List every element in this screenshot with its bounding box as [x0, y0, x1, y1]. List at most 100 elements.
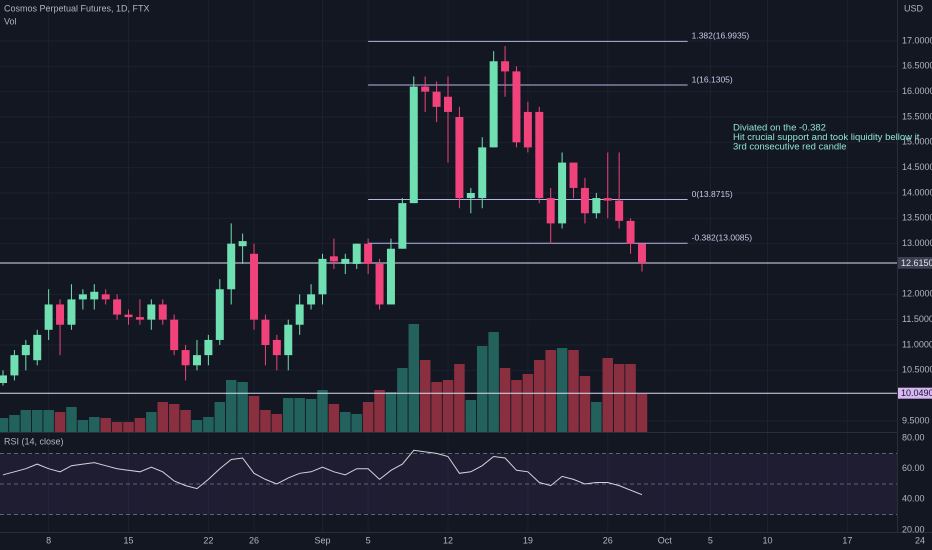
candle-body	[592, 198, 601, 214]
candle-body	[580, 187, 589, 214]
volume-bar	[66, 407, 77, 432]
candle-body	[78, 294, 87, 300]
volume-bar	[591, 402, 602, 432]
candle-body	[284, 324, 293, 356]
candle-body	[546, 198, 555, 224]
y-tick-label: 9.5000	[902, 415, 930, 425]
annotation: Diviated on the -0.382	[733, 123, 826, 134]
x-tick-label: 5	[708, 535, 713, 545]
volume-bar	[579, 376, 591, 432]
volume-bar	[9, 415, 20, 432]
x-tick-label: 8	[46, 535, 51, 545]
candle-body	[135, 317, 144, 320]
candle-body	[0, 375, 7, 384]
volume-bar	[362, 402, 374, 432]
volume-bar	[20, 410, 32, 432]
volume-bar	[191, 420, 203, 432]
y-tick-label: 14.0000	[902, 187, 932, 197]
candle-body	[444, 96, 452, 112]
candle-body	[501, 61, 510, 72]
candle-body	[56, 304, 65, 325]
candle-body	[250, 253, 259, 320]
candle-body	[101, 294, 110, 300]
candle-body	[158, 304, 167, 320]
x-tick-label: 26	[603, 535, 613, 545]
y-tick-label: 16.5000	[902, 61, 932, 71]
volume-bar	[556, 348, 568, 432]
volume-bar	[408, 324, 420, 432]
volume-bar	[419, 360, 431, 432]
annotation: Hit crucial support and took liquidity b…	[733, 132, 920, 143]
volume-bar	[100, 418, 111, 432]
candle-body	[352, 243, 361, 264]
volume-bar	[442, 380, 454, 432]
candle-body	[181, 350, 190, 366]
candle-body	[626, 220, 635, 244]
volume-bar	[351, 414, 362, 432]
volume-bar	[511, 380, 522, 432]
unit-label: USD	[904, 3, 924, 13]
volume-bar	[534, 360, 545, 432]
volume-bar	[294, 398, 305, 432]
y-tick-label: 11.0000	[902, 339, 932, 349]
volume-bar	[476, 346, 488, 432]
candle-body	[295, 304, 304, 325]
candle-body	[307, 294, 316, 305]
rsi-tick-label: 20.00	[902, 524, 925, 534]
volume-bar	[385, 392, 397, 432]
volume-bar	[625, 364, 636, 432]
x-tick-label: 17	[842, 535, 852, 545]
candle-body	[113, 299, 122, 315]
y-tick-label: 13.5000	[902, 213, 932, 223]
volume-bar	[465, 400, 477, 432]
price-tag-label: 12.6150	[901, 258, 932, 268]
rsi-tick-label: 80.00	[902, 432, 925, 442]
volume-bar	[225, 380, 237, 432]
price-tag	[898, 257, 932, 269]
candle-body	[432, 91, 441, 107]
candle-body	[272, 339, 281, 356]
volume-bar	[271, 414, 283, 432]
rsi-tick-label: 40.00	[902, 494, 925, 504]
volume-bar	[214, 402, 226, 432]
candle-body	[489, 61, 498, 148]
volume-bar	[77, 420, 89, 432]
candle-body	[375, 263, 384, 305]
price-tag	[898, 387, 932, 399]
volume-bar	[328, 404, 340, 432]
volume-bar	[157, 402, 168, 432]
volume-bar	[613, 364, 625, 432]
candle-body	[147, 304, 156, 320]
fib-label: 1.382(16.9935)	[692, 31, 750, 41]
rsi-tick-label: 60.00	[902, 463, 925, 473]
volume-bar	[31, 410, 43, 432]
volume-bar	[499, 368, 511, 432]
volume-bar	[203, 417, 214, 432]
y-tick-label: 16.0000	[902, 86, 932, 96]
candle-body	[478, 147, 487, 199]
y-tick-label: 15.0000	[902, 137, 932, 147]
x-tick-label: Sep	[314, 535, 330, 545]
volume-bar	[602, 358, 613, 432]
x-tick-label: 15	[124, 535, 134, 545]
y-tick-label: 15.5000	[902, 111, 932, 121]
price-tag-label: 10.0490	[901, 388, 932, 398]
candle-body	[558, 162, 567, 224]
volume-bar	[111, 422, 123, 432]
x-tick-label: Oct	[658, 535, 673, 545]
candle-body	[615, 200, 624, 221]
candle-body	[569, 162, 578, 188]
rsi-title: RSI (14, close)	[4, 436, 64, 446]
fib-label: 1(16.1305)	[692, 74, 733, 84]
y-tick-label: 17.0000	[902, 35, 932, 45]
candle-body	[33, 334, 42, 361]
volume-bar	[283, 398, 294, 432]
candle-body	[421, 86, 430, 92]
candle-body	[455, 116, 464, 199]
volume-bar	[0, 418, 9, 432]
candle-body	[329, 256, 338, 262]
candle-body	[124, 314, 133, 318]
x-tick-label: 10	[762, 535, 772, 545]
volume-bar	[43, 410, 54, 432]
candle-body	[512, 71, 521, 143]
